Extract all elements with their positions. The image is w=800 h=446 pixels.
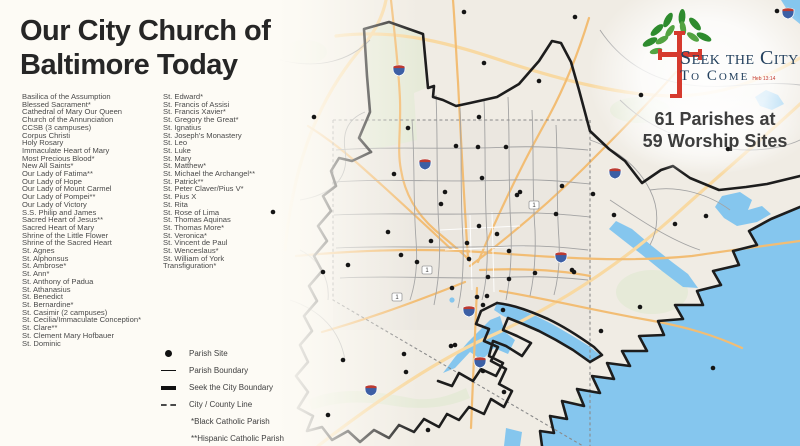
parish-site-dot [506, 248, 512, 254]
parish-site-dot [532, 270, 538, 276]
legend-label: Parish Boundary [189, 366, 249, 375]
parish-site-dot [340, 357, 346, 363]
scripture-reference: Heb 13:14 [752, 76, 776, 82]
logo-line-2: To Come Heb 13:14 [680, 68, 776, 84]
legend-label: Seek the City Boundary [189, 383, 274, 392]
parish-site-dot [401, 351, 407, 357]
parish-site-dot [710, 365, 716, 371]
parish-stats: 61 Parishes at 59 Worship Sites [626, 108, 800, 152]
svg-text:1: 1 [532, 203, 536, 209]
parish-site-dot [452, 342, 458, 348]
parish-site-dot [598, 328, 604, 334]
parish-site-dot [611, 212, 617, 218]
parish-site-dot [311, 114, 317, 120]
parish-site-dot [453, 143, 459, 149]
legend-row-city-county-line: City / County Line [161, 396, 311, 413]
parish-site-dot [480, 368, 486, 374]
parish-site-dot [506, 276, 512, 282]
page-title: Our City Church of Baltimore Today [20, 14, 320, 82]
route-badge: 1 [391, 292, 403, 302]
parish-site-dot [474, 294, 480, 300]
parish-list-item: St. Dominic [22, 338, 61, 348]
parish-site-dot [438, 201, 444, 207]
legend-note-hispanic-parish: **Hispanic Catholic Parish [191, 434, 284, 443]
svg-text:1: 1 [425, 268, 429, 274]
parish-site-dot [590, 191, 596, 197]
parish-site-dot [503, 144, 509, 150]
parish-site-dot [480, 302, 486, 308]
parish-boundary-symbol [161, 370, 176, 371]
legend-label: Parish Site [189, 349, 228, 358]
parish-site-symbol [165, 350, 172, 357]
logo-line-1: Seek the City [680, 47, 799, 69]
parish-site-dot [501, 389, 507, 395]
title-line-2: Baltimore Today [20, 49, 238, 81]
parish-site-dot [414, 259, 420, 265]
route-badge: 1 [528, 200, 540, 210]
parish-site-dot [553, 211, 559, 217]
parish-site-dot [479, 175, 485, 181]
parish-site-dot [559, 183, 565, 189]
parish-site-dot [476, 114, 482, 120]
stats-line-2: 59 Worship Sites [642, 131, 788, 151]
parish-site-dot [485, 274, 491, 280]
parish-site-dot [703, 213, 709, 219]
parish-site-dot [517, 189, 523, 195]
parish-site-dot [398, 252, 404, 258]
parish-site-dot [466, 256, 472, 262]
parish-site-dot [494, 231, 500, 237]
interstate-shield-icon [392, 64, 406, 77]
parish-site-dot [448, 343, 454, 349]
city-county-line-symbol [161, 403, 176, 406]
parish-site-dot [405, 125, 411, 131]
parish-column-1: Basilica of the Assumption Blessed Sacram… [22, 93, 162, 347]
interstate-shield-icon [418, 158, 432, 171]
interstate-shield-icon [473, 356, 487, 369]
legend-row-seek-boundary: Seek the City Boundary [161, 379, 311, 396]
parish-site-dot [425, 427, 431, 433]
parish-site-dot [403, 369, 409, 375]
interstate-shield-icon [608, 167, 622, 180]
interstate-shield-icon [554, 251, 568, 264]
parish-site-dot [461, 9, 467, 15]
parish-site-dot [320, 269, 326, 275]
parish-site-dot [514, 192, 520, 198]
parish-site-dot [476, 223, 482, 229]
legend-row-parish-boundary: Parish Boundary [161, 362, 311, 379]
logo-text: Seek the City To Come Heb 13:14 [680, 48, 800, 87]
interstate-shield-icon [364, 384, 378, 397]
seek-the-city-logo: Seek the City To Come Heb 13:14 [626, 4, 800, 106]
interstate-shield-icon [462, 305, 476, 318]
parish-site-dot [475, 144, 481, 150]
legend-row-parish-site: Parish Site [161, 345, 311, 362]
parish-site-dot [464, 240, 470, 246]
parish-column-2: St. Edward* St. Francis of Assisi St. Fran… [163, 93, 303, 270]
parish-site-dot [572, 14, 578, 20]
parish-site-dot [428, 238, 434, 244]
map-legend: Parish Site Parish Boundary Seek the Cit… [161, 345, 311, 446]
stats-line-1: 61 Parishes at [654, 109, 776, 129]
legend-note-black-parish: *Black Catholic Parish [191, 417, 270, 426]
parish-site-dot [500, 307, 506, 313]
parish-site-dot [345, 262, 351, 268]
title-line-1: Our City Church of [20, 15, 271, 47]
parish-site-dot [484, 293, 490, 299]
parish-site-dot [385, 229, 391, 235]
legend-label: City / County Line [189, 400, 253, 409]
seek-boundary-symbol [161, 385, 176, 390]
parish-list-item: Transfiguration* [163, 261, 217, 271]
parish-site-dot [325, 412, 331, 418]
parish-site-dot [571, 269, 577, 275]
parish-site-dot [391, 171, 397, 177]
parish-site-dot [672, 221, 678, 227]
parish-site-dot [481, 60, 487, 66]
parish-site-dot [637, 304, 643, 310]
route-badge: 1 [421, 265, 433, 275]
parish-site-dot [449, 285, 455, 291]
parish-site-dot [442, 189, 448, 195]
parish-site-dot [536, 78, 542, 84]
